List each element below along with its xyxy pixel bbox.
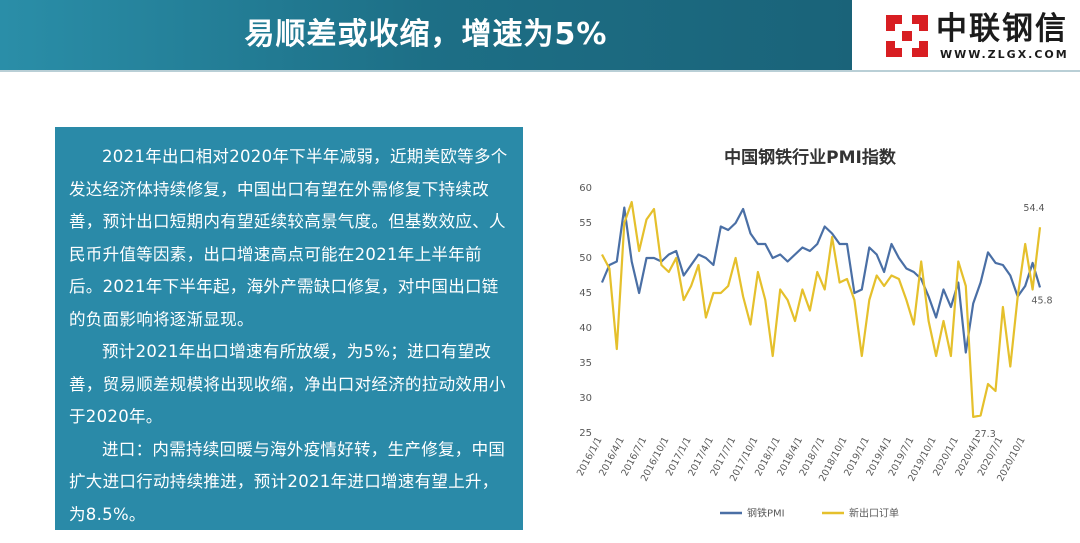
- title-banner: [0, 0, 852, 70]
- data-label: 54.4: [1023, 203, 1044, 214]
- legend-label: 钢铁PMI: [747, 507, 785, 520]
- y-tick-label: 35: [579, 358, 592, 369]
- series-line-1: [601, 200, 1042, 418]
- logo: 中联钢信 WWW.ZLGX.COM: [852, 0, 1080, 70]
- text-panel: 2021年出口相对2020年下半年减弱，近期美欧等多个发达经济体持续修复，中国出…: [55, 127, 523, 530]
- paragraph-export: 2021年出口相对2020年下半年减弱，近期美欧等多个发达经济体持续修复，中国出…: [69, 147, 508, 329]
- y-tick-label: 45: [579, 288, 592, 299]
- data-label: 45.8: [1031, 295, 1052, 306]
- header-divider: [0, 70, 1080, 72]
- legend-label: 新出口订单: [849, 507, 899, 520]
- y-tick-label: 50: [579, 253, 592, 264]
- paragraph-import: 进口：内需持续回暖与海外疫情好转，生产修复，中国扩大进口行动持续推进，预计202…: [69, 439, 506, 524]
- paragraph-forecast: 预计2021年出口增速有所放缓，为5%；进口有望改善，贸易顺差规模将出现收缩，净…: [69, 342, 506, 426]
- y-tick-label: 30: [579, 393, 592, 404]
- series-line-0: [600, 206, 1042, 354]
- logo-url: WWW.ZLGX.COM: [940, 48, 1069, 61]
- logo-mark-icon: [886, 15, 928, 57]
- y-tick-label: 40: [579, 323, 592, 334]
- y-tick-label: 60: [579, 183, 592, 194]
- chart-title: 中国钢铁行业PMI指数: [724, 148, 896, 168]
- y-tick-label: 55: [579, 218, 592, 229]
- logo-name: 中联钢信: [936, 11, 1068, 47]
- y-tick-label: 25: [579, 428, 592, 439]
- page-title: 易顺差或收缩，增速为5%: [244, 17, 608, 52]
- data-label: 27.3: [975, 429, 996, 440]
